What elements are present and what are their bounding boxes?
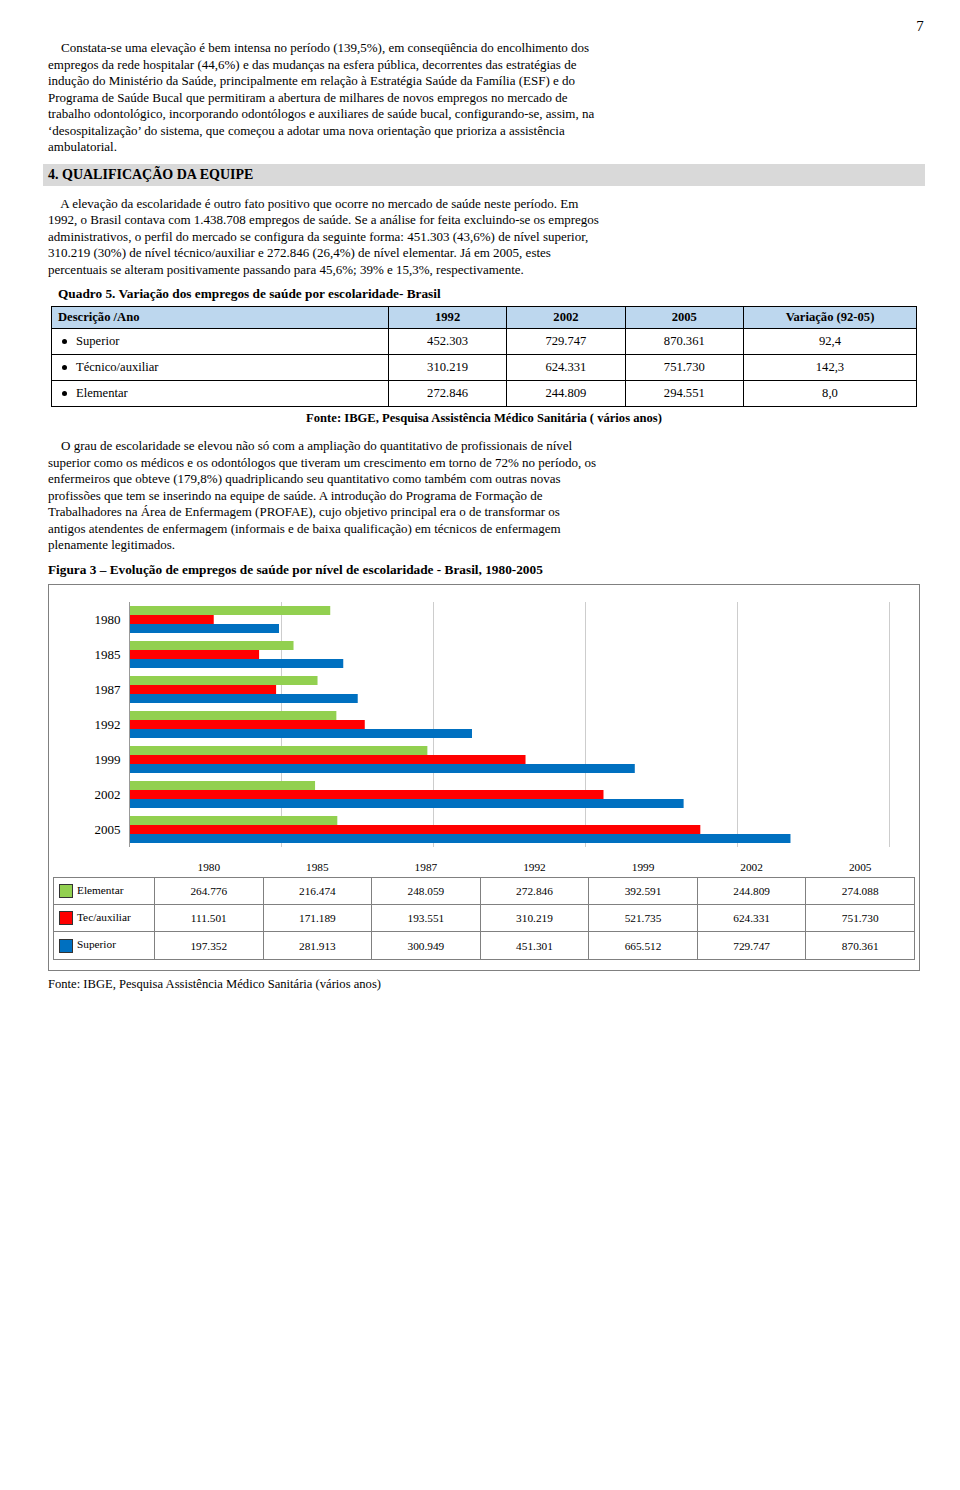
html-text:272.846: 272.846 [516,884,553,897]
html-text:percentuais se alteram positiv: percentuais se alteram positivamente pas… [48,261,524,277]
html-text:452.303: 452.303 [427,334,468,348]
html-text:111.501: 111.501 [190,912,227,925]
html-text:197.352: 197.352 [190,939,228,952]
html-text:1980: 1980 [197,860,221,873]
html-text:281.913: 281.913 [299,939,336,952]
html-text:2005: 2005 [671,310,697,324]
html-text:‘desospitalização’ do sistema,: ‘desospitalização’ do sistema, que começ… [48,122,565,138]
html-text:profissões que tem se inserind: profissões que tem se inserindo na equip… [48,487,543,503]
html-text:1987: 1987 [414,860,438,873]
html-text:Programa de Saúde Bucal que pe: Programa de Saúde Bucal que permitiram a… [48,89,568,105]
html-text:392.591: 392.591 [624,884,662,897]
html-text:870.361: 870.361 [663,334,705,348]
html-text:751.730: 751.730 [663,360,705,374]
html-text:empregos da rede hospitalar (4: empregos da rede hospitalar (44,6%) e da… [48,56,577,72]
html-text:294.551: 294.551 [663,386,705,400]
html-text:2005: 2005 [848,860,872,873]
html-text:indução do Ministério da Saúde: indução do Ministério da Saúde, principa… [48,73,576,88]
html-text:142,3: 142,3 [815,360,845,374]
html-text:superior como os médicos e os: superior como os médicos e os odontólogo… [48,454,597,470]
svg-text:1999: 1999 [95,752,121,767]
html-text:729.747: 729.747 [733,939,770,952]
html-text:Variação (92-05): Variação (92-05) [785,310,875,324]
html-text:Descrição /Ano: Descrição /Ano [58,310,140,324]
svg-text:1980: 1980 [95,612,121,627]
svg-text:2002: 2002 [95,787,121,802]
html-text:4. QUALIFICAÇÃO DA EQUIPE: 4. QUALIFICAÇÃO DA EQUIPE [48,166,254,182]
html-text:1992: 1992 [523,860,546,873]
svg-text:2005: 2005 [95,822,121,837]
html-text:624.331: 624.331 [545,360,587,374]
html-text:Tec/auxiliar: Tec/auxiliar [77,910,131,923]
svg-text:1985: 1985 [95,647,121,662]
svg-text:1992: 1992 [95,717,121,732]
html-text:Trabalhadores na Área de Enfer: Trabalhadores na Área de Enfermagem (PRO… [48,504,560,519]
html-text:870.361: 870.361 [841,939,879,952]
html-text:751.730: 751.730 [841,912,879,925]
html-text:trabalho odontológico, incorpo: trabalho odontológico, incorporando odon… [48,106,595,121]
html-text:1992: 1992 [435,310,461,324]
html-text:Fonte: IBGE, Pesquisa Assistên: Fonte: IBGE, Pesquisa Assistência Médico… [306,411,662,425]
html-text:2002: 2002 [740,860,763,873]
html-text:92,4: 92,4 [819,334,841,348]
html-text:Figura 3 – Evolução de emprego: Figura 3 – Evolução de empregos de saúde… [48,561,543,577]
html-text:272.846: 272.846 [427,386,468,400]
html-text:300.949: 300.949 [407,939,445,952]
html-text:Elementar: Elementar [76,386,128,400]
html-text:665.512: 665.512 [624,939,662,952]
html-text:1985: 1985 [306,860,329,873]
html-text:Elementar: Elementar [77,883,124,896]
html-text:administrativos, o perfil do m: administrativos, o perfil do mercado se … [48,228,589,244]
html-text:1992, o Brasil contava com 1.4: 1992, o Brasil contava com 1.438.708 emp… [48,212,599,227]
html-text:624.331: 624.331 [733,912,770,925]
html-text:plenamente legitimados.: plenamente legitimados. [48,537,176,552]
html-text:521.735: 521.735 [624,912,662,925]
html-text:Quadro 5. Variação dos emprego: Quadro 5. Variação dos empregos de saúde… [58,286,441,301]
html-text:7: 7 [916,18,924,34]
html-text:193.551: 193.551 [407,912,445,925]
html-text:Superior: Superior [76,334,120,348]
html-text:729.747: 729.747 [545,334,587,348]
html-text:310.219: 310.219 [516,912,553,925]
html-text:A elevação da escolaridade é o: A elevação da escolaridade é outro fato … [48,195,579,211]
html-text:171.189: 171.189 [299,912,336,925]
html-text:248.059: 248.059 [407,884,445,897]
html-text:Constata-se uma elevação é bem: Constata-se uma elevação é bem intensa n… [48,40,590,55]
html-text:antigos atendentes de enfermag: antigos atendentes de enfermagem (inform… [48,520,561,536]
html-text:264.776: 264.776 [190,884,228,897]
html-text:1999: 1999 [631,860,655,873]
html-text:2002: 2002 [553,310,579,324]
html-text:Superior: Superior [77,938,116,951]
html-text:ambulatorial.: ambulatorial. [48,139,117,154]
svg-text:1987: 1987 [95,682,122,697]
html-text:310.219: 310.219 [427,360,468,374]
html-text:244.809: 244.809 [733,884,770,897]
html-text:216.474: 216.474 [299,884,336,897]
html-text:274.088: 274.088 [841,884,879,897]
html-text:310.219 (30%) de nível técnico: 310.219 (30%) de nível técnico/auxiliar … [48,245,551,260]
html-text:244.809: 244.809 [545,386,587,400]
html-text:enfermeiros que obteve (179,8%: enfermeiros que obteve (179,8%) quadripl… [48,471,561,486]
html-text:O grau de escolaridade se elev: O grau de escolaridade se elevou não só … [48,438,573,453]
html-text:8,0: 8,0 [822,386,838,400]
html-text:Fonte: IBGE, Pesquisa Assistên: Fonte: IBGE, Pesquisa Assistência Médico… [48,976,381,991]
html-text:451.301: 451.301 [516,939,553,952]
html-text:Técnico/auxiliar: Técnico/auxiliar [76,360,159,374]
